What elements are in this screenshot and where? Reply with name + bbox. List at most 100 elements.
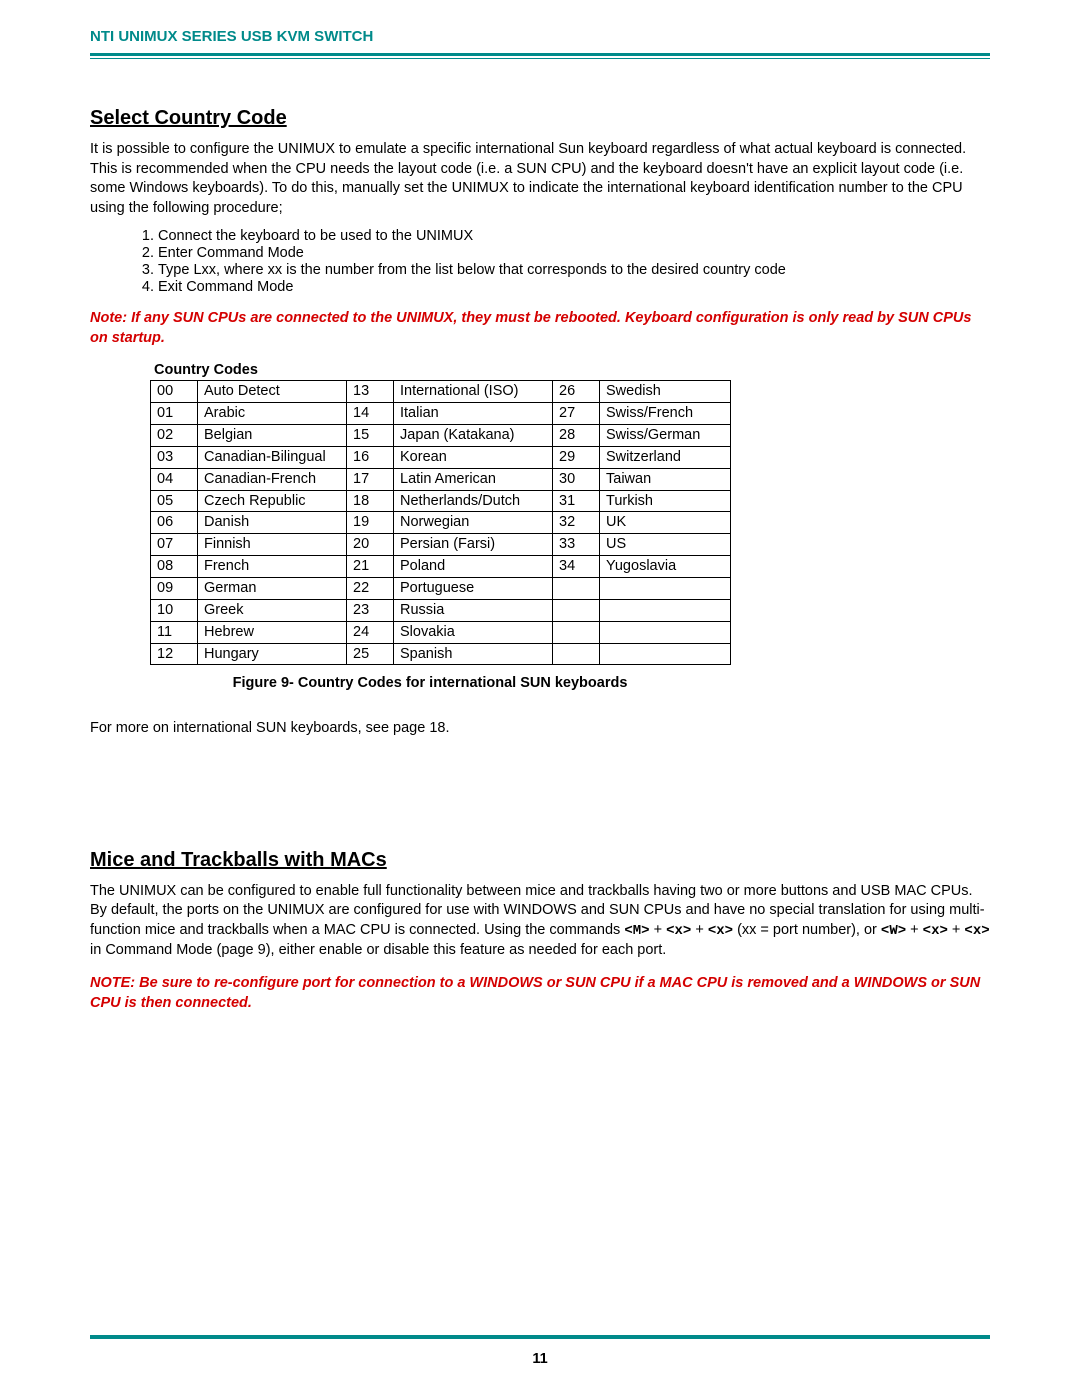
table-cell: 08 (151, 556, 198, 578)
table-cell: Slovakia (394, 621, 553, 643)
table-cell: Turkish (600, 490, 731, 512)
header-rule-thick (90, 53, 990, 56)
table-cell: Hebrew (198, 621, 347, 643)
table-cell: UK (600, 512, 731, 534)
table-cell (553, 643, 600, 665)
table-row: 02Belgian15Japan (Katakana)28Swiss/Germa… (151, 425, 731, 447)
table-cell: Czech Republic (198, 490, 347, 512)
page-header: NTI UNIMUX SERIES USB KVM SWITCH (90, 28, 990, 45)
table-row: 03Canadian-Bilingual16Korean29Switzerlan… (151, 446, 731, 468)
table-cell: Taiwan (600, 468, 731, 490)
table-cell: Korean (394, 446, 553, 468)
table-cell (600, 643, 731, 665)
table-cell: Swiss/French (600, 403, 731, 425)
table-cell: Auto Detect (198, 381, 347, 403)
table-row: 10Greek23Russia (151, 599, 731, 621)
table-row: 07Finnish20Persian (Farsi)33US (151, 534, 731, 556)
table-cell: 30 (553, 468, 600, 490)
table-cell: Canadian-French (198, 468, 347, 490)
table-cell (553, 577, 600, 599)
table-cell (553, 621, 600, 643)
table-cell: Persian (Farsi) (394, 534, 553, 556)
table-cell (600, 577, 731, 599)
section-1-para: It is possible to configure the UNIMUX t… (90, 140, 990, 218)
table-row: 05Czech Republic18Netherlands/Dutch31Tur… (151, 490, 731, 512)
text: in Command Mode (page 9), either enable … (90, 942, 666, 958)
table-cell: 22 (347, 577, 394, 599)
header-rule-thin (90, 58, 990, 59)
table-row: 00Auto Detect13International (ISO)26Swed… (151, 381, 731, 403)
table-cell: Portuguese (394, 577, 553, 599)
table-cell (553, 599, 600, 621)
table-cell: Japan (Katakana) (394, 425, 553, 447)
table-cell: 13 (347, 381, 394, 403)
table-cell: 29 (553, 446, 600, 468)
table-cell: Danish (198, 512, 347, 534)
text: (xx = port number), or (733, 922, 881, 938)
section-1-title: Select Country Code (90, 107, 990, 130)
table-cell: 25 (347, 643, 394, 665)
table-cell: 28 (553, 425, 600, 447)
section-2-title: Mice and Trackballs with MACs (90, 849, 990, 872)
table-cell: Switzerland (600, 446, 731, 468)
table-row: 12Hungary25Spanish (151, 643, 731, 665)
table-cell: 16 (347, 446, 394, 468)
figure-caption: Figure 9- Country Codes for internationa… (150, 675, 710, 691)
table-cell: 19 (347, 512, 394, 534)
text: + (948, 922, 965, 938)
table-cell: Russia (394, 599, 553, 621)
table-cell: 14 (347, 403, 394, 425)
table-cell: 07 (151, 534, 198, 556)
text: + (650, 922, 667, 938)
section-1-after: For more on international SUN keyboards,… (90, 719, 990, 739)
table-row: 08French21Poland34Yugoslavia (151, 556, 731, 578)
table-cell: 11 (151, 621, 198, 643)
code: <x> (708, 923, 733, 939)
table-cell: Finnish (198, 534, 347, 556)
table-cell: 06 (151, 512, 198, 534)
table-cell: Belgian (198, 425, 347, 447)
section-1-note: Note: If any SUN CPUs are connected to t… (90, 309, 990, 348)
table-cell: 34 (553, 556, 600, 578)
text: + (691, 922, 708, 938)
table-cell: Spanish (394, 643, 553, 665)
code: <x> (923, 923, 948, 939)
table-cell: German (198, 577, 347, 599)
table-cell: Norwegian (394, 512, 553, 534)
step-item: Exit Command Mode (158, 279, 990, 295)
table-cell: 32 (553, 512, 600, 534)
table-cell: 18 (347, 490, 394, 512)
table-cell: Greek (198, 599, 347, 621)
code: <x> (666, 923, 691, 939)
table-cell: Hungary (198, 643, 347, 665)
table-cell (600, 599, 731, 621)
table-cell: 20 (347, 534, 394, 556)
table-cell (600, 621, 731, 643)
code: <M> (624, 923, 649, 939)
table-cell: 33 (553, 534, 600, 556)
section-2-para: The UNIMUX can be configured to enable f… (90, 882, 990, 961)
country-codes-table: 00Auto Detect13International (ISO)26Swed… (150, 380, 731, 665)
table-cell: International (ISO) (394, 381, 553, 403)
table-cell: 15 (347, 425, 394, 447)
table-cell: Latin American (394, 468, 553, 490)
page-number: 11 (0, 1351, 1080, 1367)
table-row: 06Danish19Norwegian32UK (151, 512, 731, 534)
table-cell: 03 (151, 446, 198, 468)
table-cell: Swiss/German (600, 425, 731, 447)
table-cell: Arabic (198, 403, 347, 425)
table-cell: Poland (394, 556, 553, 578)
table-title: Country Codes (154, 362, 990, 378)
table-cell: 23 (347, 599, 394, 621)
table-cell: 09 (151, 577, 198, 599)
table-cell: 31 (553, 490, 600, 512)
table-cell: 27 (553, 403, 600, 425)
table-cell: Canadian-Bilingual (198, 446, 347, 468)
table-row: 01Arabic14Italian27Swiss/French (151, 403, 731, 425)
table-row: 04Canadian-French17Latin American30Taiwa… (151, 468, 731, 490)
table-cell: 00 (151, 381, 198, 403)
table-row: 11Hebrew24Slovakia (151, 621, 731, 643)
table-cell: 17 (347, 468, 394, 490)
table-row: 09German22Portuguese (151, 577, 731, 599)
step-item: Enter Command Mode (158, 245, 990, 261)
